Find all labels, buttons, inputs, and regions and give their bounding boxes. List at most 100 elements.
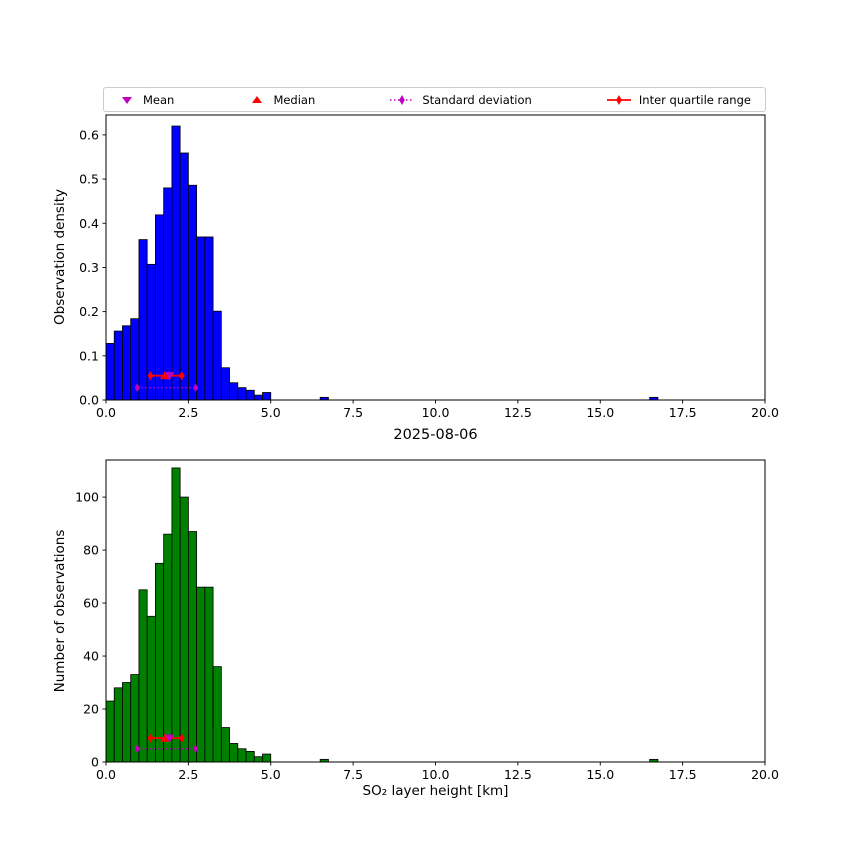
histogram-bar (196, 236, 206, 401)
x-tick-label: 7.5 (343, 767, 363, 782)
legend-item-mean: Mean (118, 93, 174, 107)
axis-ticks: 0.0 2.5 5.0 7.5 10.0 12.5 15.0 17.5 20.0 0.0 0.1 0.… (79, 127, 779, 420)
histogram-bar (220, 727, 230, 763)
histogram-bar (245, 389, 255, 401)
x-tick-label: 20.0 (751, 767, 779, 782)
x-tick-label: 0.0 (96, 767, 116, 782)
y-tick-label: 0 (91, 755, 99, 770)
y-tick-label: 0.5 (79, 172, 99, 187)
counts-histogram-bars (105, 467, 659, 763)
x-tick-label: 2.5 (178, 767, 198, 782)
iqr-marker (178, 733, 185, 743)
xlabel: SO₂ layer height [km] (362, 783, 509, 799)
legend-label-mean: Mean (143, 92, 175, 107)
histogram-bar (122, 682, 132, 763)
histogram-bar (113, 687, 123, 763)
histogram-bar (253, 394, 263, 401)
mean-marker-icon (122, 96, 132, 104)
y-tick-label: 0.6 (79, 127, 99, 142)
y-tick-label: 0.1 (79, 348, 99, 363)
histogram-bar (171, 467, 181, 763)
y-tick-label: 20 (83, 702, 99, 717)
iqr-marker-icon (606, 94, 631, 105)
y-tick-label: 40 (83, 649, 99, 664)
histogram-bar (229, 382, 239, 401)
histogram-bar (146, 263, 156, 401)
legend-label-std: Standard deviation (422, 92, 532, 107)
ylabel-bottom: Number of observations (52, 529, 68, 693)
histogram-bar (105, 700, 115, 763)
x-tick-label: 0.0 (96, 405, 116, 420)
y-tick-label: 0.2 (79, 304, 99, 319)
histogram-bar (113, 330, 123, 401)
histogram-bar (237, 387, 247, 401)
triangle-down-icon (122, 96, 132, 104)
legend: Mean Median Standard deviation Inter qua… (103, 87, 766, 112)
x-tick-label: 20.0 (751, 405, 779, 420)
counts-subplot: 0.0 2.5 5.0 7.5 10.0 12.5 15.0 17.5 20.0 0 20 40 60 8… (75, 459, 779, 782)
y-tick-label: 80 (83, 543, 99, 558)
histogram-bar (204, 586, 214, 763)
x-tick-label: 5.0 (261, 405, 281, 420)
x-tick-label: 12.5 (504, 405, 532, 420)
histogram-bar (138, 589, 148, 763)
std-dev-marker (134, 744, 140, 754)
statistics-markers (134, 733, 199, 754)
std-dev-marker-icon (390, 94, 415, 105)
histogram-bar (237, 748, 247, 763)
iqr-marker (178, 371, 185, 381)
histogram-bar (155, 562, 165, 763)
histogram-bar (138, 239, 148, 401)
iqr-marker (147, 371, 154, 381)
x-tick-label: 2.5 (178, 405, 198, 420)
axes-frame (105, 114, 766, 401)
y-tick-label: 100 (75, 490, 99, 505)
histogram-bar (163, 533, 173, 763)
y-tick-label: 60 (83, 596, 99, 611)
histogram-bar (204, 236, 214, 401)
diamond-icon (616, 94, 622, 105)
histogram-bar (229, 743, 239, 763)
axis-ticks: 0.0 2.5 5.0 7.5 10.0 12.5 15.0 17.5 20.0 0 20 40 60 8… (75, 490, 779, 782)
histogram-bar (262, 753, 272, 763)
std-dev-marker (134, 383, 140, 393)
histogram-bar (187, 531, 198, 763)
x-tick-label: 12.5 (504, 767, 532, 782)
x-tick-label: 5.0 (261, 767, 281, 782)
iqr-marker (147, 733, 154, 743)
y-tick-label: 0.4 (79, 216, 99, 231)
histogram-bar (262, 392, 272, 401)
mean-marker (165, 372, 175, 381)
histogram-bar (253, 756, 263, 763)
triangle-up-icon (252, 95, 263, 103)
x-tick-label: 10.0 (422, 405, 450, 420)
histogram-bar (179, 496, 189, 763)
histogram-bar (155, 214, 165, 401)
histogram-bar (245, 751, 255, 763)
histogram-bar (163, 187, 173, 401)
y-tick-label: 0.3 (79, 260, 99, 275)
x-tick-label: 10.0 (422, 767, 450, 782)
median-marker-icon (252, 95, 263, 103)
y-tick-label: 0.0 (79, 393, 99, 408)
histogram-bar (179, 152, 189, 401)
x-tick-label: 15.0 (586, 405, 614, 420)
histogram-bar (171, 125, 181, 401)
histogram-bar (122, 325, 132, 401)
histogram-bar (105, 343, 115, 401)
histogram-bar (187, 184, 198, 401)
legend-label-iqr: Inter quartile range (638, 92, 751, 107)
plot-title: 2025-08-06 (393, 427, 478, 443)
x-tick-label: 17.5 (669, 405, 697, 420)
std-dev-marker (193, 744, 199, 754)
legend-label-median: Median (273, 92, 316, 107)
statistics-markers (134, 371, 199, 393)
ylabel-top: Observation density (52, 189, 68, 325)
median-marker (160, 371, 170, 380)
x-tick-label: 15.0 (586, 767, 614, 782)
axes-frame (105, 459, 766, 763)
mean-marker (165, 734, 175, 743)
std-dev-marker (193, 383, 199, 393)
